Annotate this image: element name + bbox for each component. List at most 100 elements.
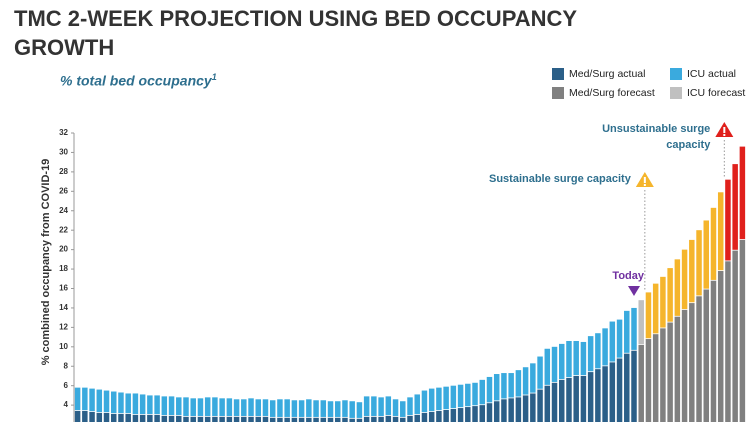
bar-segment bbox=[580, 341, 587, 376]
bar-segment bbox=[631, 307, 637, 350]
y-tick-label: 28 bbox=[59, 167, 68, 176]
bar-segment bbox=[385, 396, 392, 416]
bar-segment bbox=[566, 377, 572, 422]
bar-segment bbox=[486, 376, 493, 403]
bar-segment bbox=[537, 389, 543, 422]
bar-segment bbox=[609, 321, 616, 362]
bar-segment bbox=[183, 397, 189, 416]
bar-segment bbox=[356, 402, 363, 418]
bar-segment bbox=[414, 394, 420, 415]
bar-segment bbox=[472, 406, 478, 422]
bar-segment bbox=[197, 416, 204, 422]
bar-segment bbox=[132, 393, 139, 415]
chart-subtitle-wrap: % total bed occupancy1 bbox=[60, 72, 217, 89]
bar-segment bbox=[110, 413, 117, 422]
bar-segment bbox=[667, 322, 673, 422]
bar-segment bbox=[176, 397, 182, 416]
bar-segment bbox=[739, 146, 746, 240]
bar-segment bbox=[595, 333, 601, 369]
bar-segment bbox=[161, 415, 168, 422]
bar-segment bbox=[515, 370, 522, 397]
chart-subtitle: % total bed occupancy bbox=[60, 72, 212, 89]
bar-segment bbox=[551, 346, 558, 382]
bar-segment bbox=[190, 398, 196, 416]
bar-segment bbox=[465, 407, 471, 422]
bar-segment bbox=[298, 400, 305, 417]
bar-segment bbox=[349, 418, 355, 422]
bar-segment bbox=[725, 261, 731, 422]
bar-segment bbox=[421, 412, 428, 422]
bar-segment bbox=[255, 416, 262, 422]
bar-segment bbox=[190, 416, 196, 422]
bar-segment bbox=[400, 401, 406, 417]
bar-segment bbox=[291, 400, 298, 417]
bar-segment bbox=[241, 416, 247, 422]
bar-segment bbox=[544, 348, 551, 385]
bar-segment bbox=[493, 374, 500, 401]
bar-segment bbox=[602, 328, 608, 366]
bar-segment bbox=[595, 369, 601, 422]
bar-segment bbox=[674, 316, 681, 422]
bar-segment bbox=[703, 220, 710, 289]
bar-segment bbox=[378, 397, 384, 416]
bar-segment bbox=[544, 385, 551, 422]
y-tick-label: 22 bbox=[59, 225, 68, 234]
bar-segment bbox=[334, 417, 341, 422]
bar-segment bbox=[732, 250, 738, 422]
y-tick-label: 20 bbox=[59, 245, 68, 254]
bar-segment bbox=[89, 388, 95, 412]
bar-segment bbox=[371, 416, 377, 422]
bar-segment bbox=[652, 283, 659, 334]
bar-segment bbox=[269, 417, 276, 422]
bar-segment bbox=[652, 334, 659, 422]
bar-segment bbox=[320, 400, 327, 417]
bar-segment bbox=[616, 319, 623, 358]
bar-segment bbox=[689, 303, 695, 422]
bar-segment bbox=[161, 396, 168, 416]
bar-segment bbox=[74, 387, 81, 411]
bar-segment bbox=[89, 411, 95, 422]
bar-segment bbox=[681, 309, 688, 422]
bar-segment bbox=[349, 401, 355, 418]
y-tick-label: 10 bbox=[59, 342, 68, 351]
surge-label: Unsustainable surge capacity bbox=[602, 123, 711, 151]
bar-segment bbox=[739, 239, 746, 422]
warning-icon-dot bbox=[643, 184, 646, 186]
bar-segment bbox=[226, 416, 233, 422]
bar-segment bbox=[602, 366, 608, 422]
bar-segment bbox=[212, 416, 218, 422]
legend-label: Med/Surg actual bbox=[569, 68, 645, 80]
bar-segment bbox=[313, 400, 319, 417]
bar-segment bbox=[508, 373, 514, 398]
bar-segment bbox=[212, 397, 218, 416]
warning-icon-dot bbox=[723, 134, 726, 136]
bar-segment bbox=[436, 387, 442, 411]
bar-segment bbox=[457, 384, 464, 408]
bar-segment bbox=[703, 289, 710, 422]
y-tick-label: 30 bbox=[59, 148, 68, 157]
bar-segment bbox=[363, 416, 370, 422]
legend-swatch bbox=[670, 68, 682, 80]
bar-segment bbox=[82, 387, 88, 411]
bar-segment bbox=[392, 416, 399, 422]
bar-segment bbox=[262, 416, 269, 422]
bar-segment bbox=[681, 249, 688, 310]
bar-segment bbox=[248, 398, 254, 416]
y-tick-label: 8 bbox=[64, 361, 69, 370]
bar-segment bbox=[645, 292, 652, 339]
y-tick-label: 14 bbox=[59, 303, 68, 312]
y-tick-label: 26 bbox=[59, 186, 68, 195]
bar-segment bbox=[624, 353, 630, 422]
bar-segment bbox=[407, 397, 413, 416]
bar-segment bbox=[204, 416, 211, 422]
bar-segment bbox=[327, 401, 334, 417]
subtitle-note: 1 bbox=[211, 72, 217, 82]
bar-segment bbox=[428, 411, 435, 422]
bar-segment bbox=[710, 207, 717, 280]
bar-segment bbox=[378, 416, 384, 422]
y-axis-label: % combined occupancy from COVID-19 bbox=[40, 159, 52, 366]
legend-label: ICU forecast bbox=[687, 87, 745, 99]
bar-segment bbox=[717, 271, 724, 422]
bar-segment bbox=[414, 414, 420, 422]
